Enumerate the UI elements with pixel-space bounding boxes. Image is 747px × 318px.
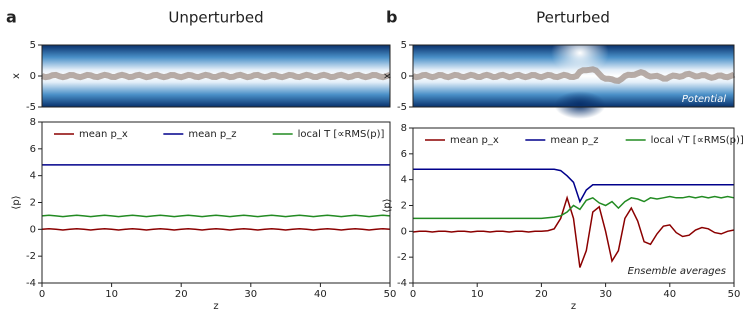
annotation: Ensemble averages xyxy=(628,266,726,277)
legend-label: local T [∝RMS(p)] xyxy=(298,129,385,140)
y-tick-label: 0 xyxy=(30,71,36,82)
series-line xyxy=(412,195,735,268)
x-axis-label: z xyxy=(571,301,576,312)
legend-label: local √T [∝RMS(p)] xyxy=(651,135,744,146)
y-tick-label: -4 xyxy=(26,278,36,289)
x-tick-label: 30 xyxy=(244,289,257,300)
y-axis-label: x xyxy=(382,73,393,79)
y-tick-label: -5 xyxy=(26,102,36,113)
x-tick-label: 40 xyxy=(663,289,676,300)
potential-bump xyxy=(554,91,606,119)
trajectory-ensemble xyxy=(41,71,391,81)
y-tick-label: 5 xyxy=(401,40,407,51)
potential-bump xyxy=(551,31,609,75)
y-tick-label: 4 xyxy=(30,171,36,182)
annotation: Potential xyxy=(682,94,726,105)
axes-frame xyxy=(412,127,735,284)
series-line xyxy=(41,214,391,218)
y-tick-label: 0 xyxy=(401,226,407,237)
x-tick-label: 50 xyxy=(728,289,741,300)
y-tick-label: 6 xyxy=(30,144,36,155)
x-tick-label: 0 xyxy=(410,289,416,300)
legend-label: mean p_z xyxy=(550,135,598,146)
y-tick-label: 2 xyxy=(401,201,407,212)
x-tick-label: 50 xyxy=(384,289,397,300)
panel-title: Unperturbed xyxy=(168,9,263,27)
axes-frame xyxy=(41,121,391,284)
series-line xyxy=(41,227,391,231)
y-tick-label: -5 xyxy=(397,102,407,113)
series-line xyxy=(413,195,735,220)
legend-label: mean p_z xyxy=(188,129,236,140)
y-axis-label: ⟨p⟩ xyxy=(11,195,22,209)
y-tick-label: -2 xyxy=(26,251,36,262)
y-tick-label: -4 xyxy=(397,278,407,289)
y-tick-label: -2 xyxy=(397,252,407,263)
y-axis-label: x xyxy=(11,73,22,79)
y-tick-label: 5 xyxy=(30,40,36,51)
x-tick-label: 10 xyxy=(105,289,118,300)
x-tick-label: 10 xyxy=(471,289,484,300)
y-tick-label: 6 xyxy=(401,149,407,160)
legend-label: mean p_x xyxy=(450,135,499,146)
legend-label: mean p_x xyxy=(79,129,128,140)
x-tick-label: 40 xyxy=(314,289,327,300)
x-tick-label: 20 xyxy=(535,289,548,300)
y-tick-label: 2 xyxy=(30,198,36,209)
panel-label: b xyxy=(386,8,397,27)
x-tick-label: 20 xyxy=(175,289,188,300)
y-tick-label: 8 xyxy=(30,117,36,128)
y-tick-label: 8 xyxy=(401,123,407,134)
x-tick-label: 30 xyxy=(599,289,612,300)
series-line xyxy=(413,168,734,204)
panel-label: a xyxy=(6,8,17,27)
x-axis-label: z xyxy=(213,301,218,312)
y-tick-label: 0 xyxy=(30,224,36,235)
y-tick-label: 0 xyxy=(401,71,407,82)
y-tick-label: 4 xyxy=(401,175,407,186)
y-axis-label: ⟨p⟩ xyxy=(382,198,393,212)
panel-title: Perturbed xyxy=(536,9,610,27)
x-tick-label: 0 xyxy=(39,289,45,300)
trajectory-ensemble xyxy=(411,66,736,84)
